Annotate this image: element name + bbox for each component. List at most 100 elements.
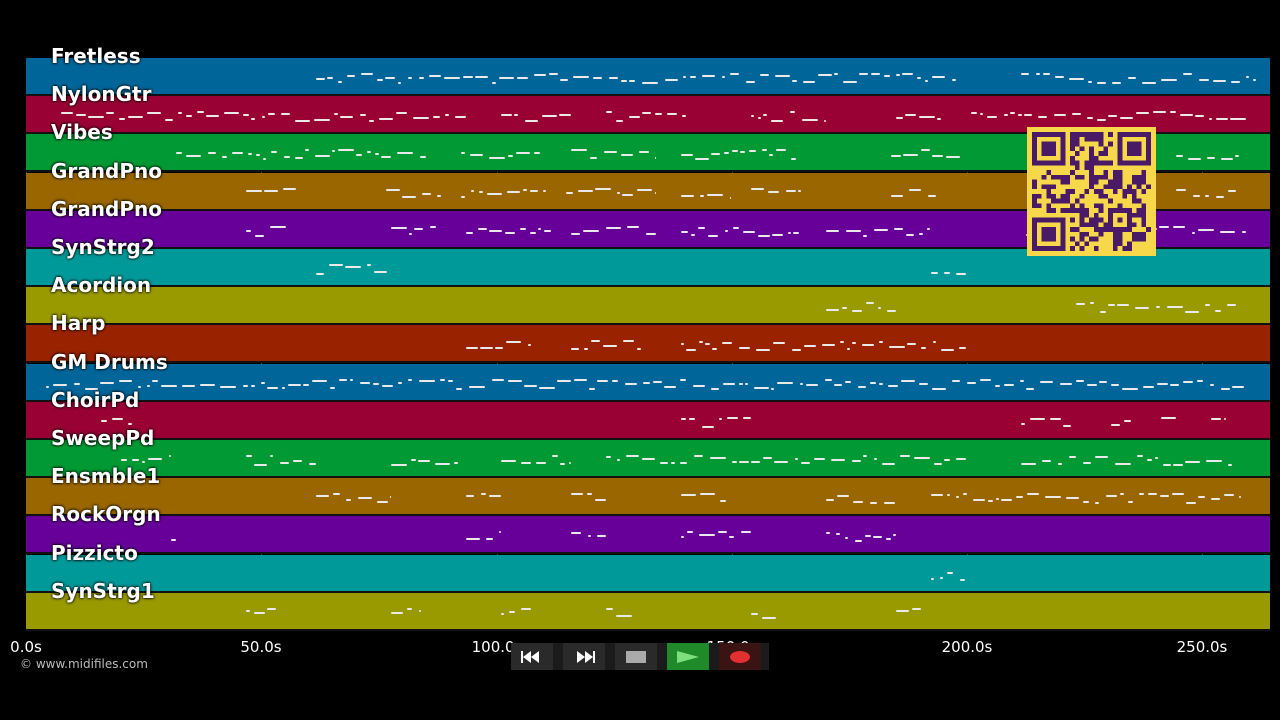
note-mark [284, 156, 290, 159]
note-mark [506, 341, 521, 344]
note-mark [360, 381, 370, 384]
track-lane[interactable] [26, 325, 1270, 364]
note-mark [377, 79, 383, 81]
note-mark [1198, 228, 1214, 231]
note-mark [802, 119, 818, 122]
note-mark [621, 80, 627, 82]
note-mark [762, 149, 767, 152]
fast-forward-button[interactable] [563, 643, 605, 670]
note-mark [448, 379, 453, 382]
note-mark [528, 344, 531, 347]
note-mark [206, 115, 219, 118]
track-lane[interactable] [26, 516, 1270, 555]
track-lane[interactable] [26, 287, 1270, 326]
note-mark [887, 310, 896, 313]
note-mark [1090, 302, 1094, 305]
note-mark [730, 73, 739, 75]
note-mark [741, 531, 751, 534]
note-mark [1137, 455, 1143, 457]
note-mark [303, 383, 309, 386]
note-mark [987, 116, 997, 119]
note-mark [288, 383, 301, 386]
note-mark [1135, 307, 1149, 310]
track-lane[interactable] [26, 401, 1270, 440]
note-mark [263, 158, 266, 161]
note-mark [852, 310, 862, 313]
note-mark [786, 189, 796, 192]
note-mark [375, 153, 379, 156]
note-mark [1156, 306, 1160, 309]
track-lane[interactable] [26, 478, 1270, 517]
track-lane[interactable] [26, 554, 1270, 593]
note-mark [931, 272, 938, 274]
note-mark [751, 187, 764, 190]
note-mark [1136, 112, 1149, 115]
play-button[interactable] [667, 643, 709, 670]
note-mark [391, 464, 407, 466]
note-mark [681, 194, 694, 197]
note-mark [334, 113, 338, 116]
note-mark [891, 155, 901, 158]
note-mark [751, 115, 754, 118]
note-mark [642, 112, 651, 115]
note-mark [552, 455, 558, 457]
note-mark [1205, 304, 1210, 307]
note-mark [1004, 383, 1014, 386]
note-mark [720, 500, 726, 503]
note-mark [1038, 116, 1047, 119]
note-mark [680, 378, 686, 381]
note-mark [1020, 379, 1024, 382]
note-mark [729, 536, 734, 539]
note-mark [882, 463, 895, 465]
note-mark [699, 534, 715, 537]
note-mark [418, 460, 430, 462]
note-mark [413, 117, 429, 120]
note-mark [270, 455, 273, 457]
track-lane[interactable] [26, 58, 1270, 96]
note-mark [903, 154, 918, 157]
note-mark [543, 189, 546, 192]
qr-code-icon[interactable] [1027, 127, 1156, 256]
note-mark [100, 381, 114, 384]
note-mark [466, 347, 478, 350]
note-mark [329, 264, 343, 266]
note-mark [398, 82, 401, 84]
note-mark [591, 340, 600, 343]
note-mark [971, 112, 977, 115]
note-mark [712, 348, 717, 351]
note-mark [606, 607, 613, 610]
track-label: NylonGtr [51, 82, 152, 107]
note-mark [112, 417, 123, 420]
rewind-button[interactable] [511, 643, 553, 670]
note-mark [1083, 501, 1089, 504]
note-mark [1221, 158, 1233, 161]
track-label: SynStrg1 [51, 578, 155, 603]
note-mark [385, 77, 395, 79]
note-mark [461, 152, 465, 155]
note-mark [743, 230, 755, 233]
note-mark [1242, 230, 1246, 233]
note-mark [1230, 118, 1246, 121]
time-tick: 50.0s [240, 638, 282, 656]
note-mark [222, 156, 227, 159]
note-mark [763, 457, 772, 459]
note-mark [429, 75, 441, 77]
note-mark [894, 227, 903, 230]
note-mark [569, 462, 571, 464]
note-mark [689, 417, 695, 420]
track-lane[interactable] [26, 592, 1270, 631]
record-icon [730, 650, 750, 663]
transport-bar [511, 643, 769, 670]
note-mark [390, 496, 391, 499]
note-mark [891, 194, 903, 197]
note-mark [46, 385, 49, 388]
note-mark [609, 77, 618, 79]
note-mark [534, 74, 546, 76]
record-button[interactable] [719, 643, 761, 670]
note-mark [743, 416, 751, 419]
stop-icon [626, 650, 646, 663]
track-label: ChoirPd [51, 387, 140, 412]
note-mark [932, 155, 943, 158]
note-mark [369, 120, 374, 123]
stop-button[interactable] [615, 643, 657, 670]
